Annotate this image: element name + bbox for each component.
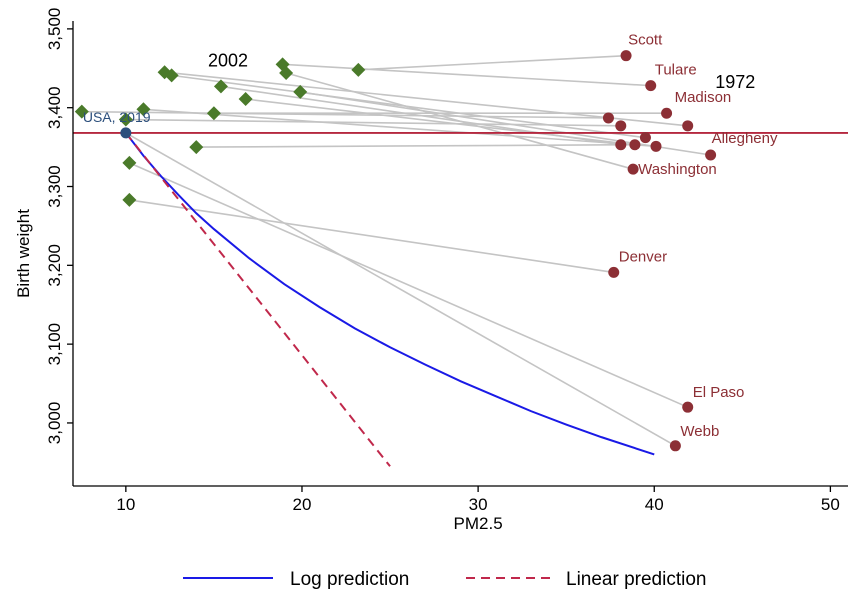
diamond-marker-2002 <box>351 62 366 77</box>
diamond-marker-2002 <box>279 66 294 81</box>
connector-line <box>282 63 651 87</box>
y-axis-title: Birth weight <box>14 209 33 298</box>
connector-line <box>129 162 689 408</box>
county-label-madison: Madison <box>675 89 732 106</box>
y-tick-label: 3,200 <box>45 244 64 287</box>
circle-marker-1972 <box>615 139 627 151</box>
circle-marker-1972 <box>620 50 632 62</box>
year-label-2002: 2002 <box>208 51 248 71</box>
diamond-marker-2002 <box>118 112 133 127</box>
x-tick-label: 30 <box>469 495 488 514</box>
connector-line <box>245 98 635 146</box>
county-label-washington: Washington <box>638 161 717 178</box>
county-label-webb: Webb <box>680 423 719 440</box>
circle-marker-1972 <box>639 132 651 144</box>
y-tick-label: 3,300 <box>45 165 64 208</box>
connector-lines <box>81 54 711 447</box>
x-axis-title: PM2.5 <box>454 514 503 533</box>
county-label-el-paso: El Paso <box>693 384 745 401</box>
circle-marker-1972 <box>682 120 694 132</box>
circle-marker-1972 <box>705 149 717 161</box>
diamond-marker-2002 <box>136 102 151 117</box>
connector-line <box>164 71 688 127</box>
county-label-allegheny: Allegheny <box>712 130 778 147</box>
circle-marker-1972 <box>615 120 627 132</box>
x-tick-label: 50 <box>821 495 840 514</box>
legend-label-0: Log prediction <box>290 569 409 590</box>
y-tick-label: 3,400 <box>45 86 64 129</box>
legend: Log prediction Linear prediction <box>183 569 706 590</box>
connector-line <box>129 199 614 274</box>
usa-point-marker <box>120 127 132 139</box>
diamond-marker-2002 <box>206 106 221 121</box>
connector-line <box>285 72 634 170</box>
usa-point-label: USA, 2019 <box>83 109 151 125</box>
prediction-lines <box>125 132 655 467</box>
data-markers <box>74 50 717 452</box>
point-labels: USA, 2019 Scott Tulare Madison Allegheny Wash… <box>83 32 778 440</box>
circle-marker-1972 <box>682 401 694 413</box>
diamond-marker-2002 <box>213 79 228 94</box>
circle-marker-1972 <box>602 112 614 124</box>
connector-line <box>125 118 621 127</box>
y-tick-label: 3,500 <box>45 8 64 51</box>
circle-marker-1972 <box>650 140 662 152</box>
county-label-denver: Denver <box>619 248 667 265</box>
x-tick-label: 20 <box>293 495 312 514</box>
diamond-marker-2002 <box>293 84 308 99</box>
connector-line <box>196 143 635 148</box>
circle-marker-1972 <box>627 163 639 175</box>
diamond-marker-2002 <box>74 104 89 119</box>
connector-line <box>300 91 711 156</box>
diamond-marker-2002 <box>122 155 137 170</box>
y-tick-label: 3,100 <box>45 323 64 366</box>
linear-prediction-line <box>125 132 391 467</box>
diamond-marker-2002 <box>164 68 179 83</box>
x-tick-label: 10 <box>116 495 135 514</box>
y-tick-label: 3,000 <box>45 402 64 445</box>
legend-label-1: Linear prediction <box>566 569 706 590</box>
log-prediction-line <box>125 132 655 456</box>
year-label-1972: 1972 <box>715 72 755 92</box>
diamond-marker-2002 <box>238 92 253 107</box>
connector-line <box>81 110 609 119</box>
plot-area <box>73 21 848 486</box>
county-label-tulare: Tulare <box>655 62 697 79</box>
diamond-marker-2002 <box>189 140 204 155</box>
x-tick-label: 40 <box>645 495 664 514</box>
circle-marker-1972 <box>629 139 641 151</box>
diamond-marker-2002 <box>122 192 137 207</box>
circle-marker-1972 <box>661 107 673 119</box>
county-label-scott: Scott <box>628 32 663 49</box>
connector-line <box>358 54 627 71</box>
circle-marker-1972 <box>669 440 681 452</box>
circle-marker-1972 <box>645 80 657 92</box>
connector-line <box>143 108 657 148</box>
connector-line <box>125 132 676 447</box>
circle-marker-1972 <box>608 266 620 278</box>
axes: 10 20 30 40 50 3,000 3,100 3,200 3,300 3,400 3,500… <box>14 8 848 533</box>
